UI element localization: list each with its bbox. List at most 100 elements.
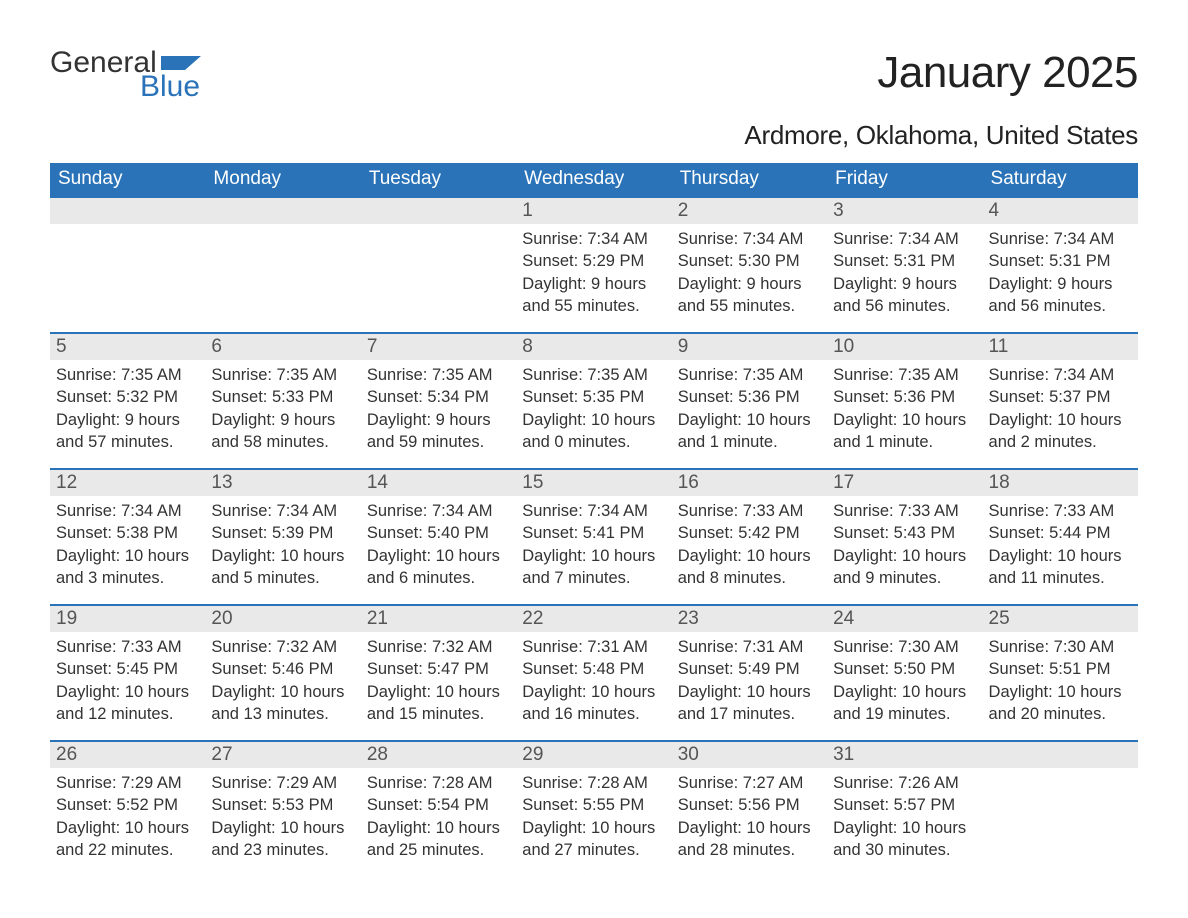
weekday-header: Sunday <box>50 163 205 196</box>
week-row: 19 Sunrise: 7:33 AMSunset: 5:45 PM Dayligh… <box>50 604 1138 740</box>
weeks-container: 1Sunrise: 7:34 AMSunset: 5:29 PMDaylight… <box>50 196 1138 876</box>
daylight-text: Daylight: 10 hours and 9 minutes. <box>833 545 976 590</box>
day-body: Sunrise: 7:35 AMSunset: 5:36 PMDaylight:… <box>672 360 827 453</box>
day-cell: 5 Sunrise: 7:35 AMSunset: 5:32 PMDaylight… <box>50 332 205 468</box>
calendar: Sunday Monday Tuesday Wednesday Thursday… <box>50 163 1138 876</box>
sunset-text: Sunset: 5:55 PM <box>522 794 665 816</box>
day-number: 16 <box>672 470 827 496</box>
day-cell <box>361 196 516 332</box>
day-body: Sunrise: 7:35 AMSunset: 5:34 PMDaylight:… <box>361 360 516 453</box>
day-number: 19 <box>50 606 205 632</box>
week-row: 12Sunrise: 7:34 AMSunset: 5:38 PMDayligh… <box>50 468 1138 604</box>
sunset-text: Sunset: 5:45 PM <box>56 658 199 680</box>
sunset-text: Sunset: 5:57 PM <box>833 794 976 816</box>
day-number: 11 <box>983 334 1138 360</box>
daylight-text: Daylight: 9 hours and 57 minutes. <box>56 409 199 454</box>
day-cell: 7Sunrise: 7:35 AMSunset: 5:34 PMDaylight… <box>361 332 516 468</box>
day-cell: 13Sunrise: 7:34 AMSunset: 5:39 PMDayligh… <box>205 468 360 604</box>
sunrise-text: Sunrise: 7:26 AM <box>833 772 976 794</box>
day-number: 8 <box>516 334 671 360</box>
daylight-text: Daylight: 10 hours and 20 minutes. <box>989 681 1132 726</box>
sunrise-text: Sunrise: 7:35 AM <box>367 364 510 386</box>
day-number <box>50 198 205 224</box>
day-body: Sunrise: 7:35 AMSunset: 5:35 PMDaylight:… <box>516 360 671 453</box>
sunset-text: Sunset: 5:35 PM <box>522 386 665 408</box>
sunset-text: Sunset: 5:31 PM <box>989 250 1132 272</box>
day-body: Sunrise: 7:32 AMSunset: 5:47 PMDaylight:… <box>361 632 516 725</box>
day-cell: 20Sunrise: 7:32 AMSunset: 5:46 PMDayligh… <box>205 604 360 740</box>
daylight-text: Daylight: 10 hours and 6 minutes. <box>367 545 510 590</box>
day-number: 6 <box>205 334 360 360</box>
sunrise-text: Sunrise: 7:33 AM <box>56 636 199 658</box>
day-cell <box>205 196 360 332</box>
day-cell: 26Sunrise: 7:29 AMSunset: 5:52 PMDayligh… <box>50 740 205 876</box>
day-cell: 25Sunrise: 7:30 AMSunset: 5:51 PMDayligh… <box>983 604 1138 740</box>
sunset-text: Sunset: 5:46 PM <box>211 658 354 680</box>
sunrise-text: Sunrise: 7:34 AM <box>989 228 1132 250</box>
weekday-header: Wednesday <box>516 163 671 196</box>
day-number: 12 <box>50 470 205 496</box>
day-cell: 8Sunrise: 7:35 AMSunset: 5:35 PMDaylight… <box>516 332 671 468</box>
day-cell: 17Sunrise: 7:33 AMSunset: 5:43 PMDayligh… <box>827 468 982 604</box>
daylight-text: Daylight: 10 hours and 3 minutes. <box>56 545 199 590</box>
sunset-text: Sunset: 5:33 PM <box>211 386 354 408</box>
sunrise-text: Sunrise: 7:28 AM <box>367 772 510 794</box>
day-body: Sunrise: 7:34 AMSunset: 5:30 PMDaylight:… <box>672 224 827 317</box>
sunrise-text: Sunrise: 7:35 AM <box>522 364 665 386</box>
sunset-text: Sunset: 5:51 PM <box>989 658 1132 680</box>
daylight-text: Daylight: 9 hours and 55 minutes. <box>678 273 821 318</box>
sunset-text: Sunset: 5:42 PM <box>678 522 821 544</box>
day-body: Sunrise: 7:34 AMSunset: 5:31 PMDaylight:… <box>983 224 1138 317</box>
day-number: 5 <box>50 334 205 360</box>
day-number: 22 <box>516 606 671 632</box>
daylight-text: Daylight: 10 hours and 28 minutes. <box>678 817 821 862</box>
day-cell: 28 Sunrise: 7:28 AMSunset: 5:54 PMDayligh… <box>361 740 516 876</box>
sunset-text: Sunset: 5:53 PM <box>211 794 354 816</box>
sunset-text: Sunset: 5:49 PM <box>678 658 821 680</box>
sunrise-text: Sunrise: 7:29 AM <box>211 772 354 794</box>
sunset-text: Sunset: 5:38 PM <box>56 522 199 544</box>
daylight-text: Daylight: 10 hours and 23 minutes. <box>211 817 354 862</box>
day-body: Sunrise: 7:30 AMSunset: 5:51 PMDaylight:… <box>983 632 1138 725</box>
sunset-text: Sunset: 5:34 PM <box>367 386 510 408</box>
day-body: Sunrise: 7:28 AMSunset: 5:55 PMDaylight:… <box>516 768 671 861</box>
day-cell: 27Sunrise: 7:29 AMSunset: 5:53 PMDayligh… <box>205 740 360 876</box>
day-number: 24 <box>827 606 982 632</box>
sunset-text: Sunset: 5:54 PM <box>367 794 510 816</box>
daylight-text: Daylight: 10 hours and 25 minutes. <box>367 817 510 862</box>
day-cell <box>983 740 1138 876</box>
daylight-text: Daylight: 10 hours and 22 minutes. <box>56 817 199 862</box>
day-cell: 16Sunrise: 7:33 AMSunset: 5:42 PMDayligh… <box>672 468 827 604</box>
day-number: 26 <box>50 742 205 768</box>
day-body: Sunrise: 7:29 AMSunset: 5:52 PMDaylight:… <box>50 768 205 861</box>
location-text: Ardmore, Oklahoma, United States <box>744 120 1138 151</box>
sunset-text: Sunset: 5:43 PM <box>833 522 976 544</box>
day-body: Sunrise: 7:31 AMSunset: 5:48 PMDaylight:… <box>516 632 671 725</box>
daylight-text: Daylight: 10 hours and 19 minutes. <box>833 681 976 726</box>
day-cell: 1Sunrise: 7:34 AMSunset: 5:29 PMDaylight… <box>516 196 671 332</box>
header: General Blue January 2025 Ardmore, Oklah… <box>50 48 1138 151</box>
daylight-text: Daylight: 9 hours and 58 minutes. <box>211 409 354 454</box>
day-number: 2 <box>672 198 827 224</box>
day-body: Sunrise: 7:27 AMSunset: 5:56 PMDaylight:… <box>672 768 827 861</box>
day-body: Sunrise: 7:34 AMSunset: 5:40 PMDaylight:… <box>361 496 516 589</box>
day-body: Sunrise: 7:34 AMSunset: 5:37 PMDaylight:… <box>983 360 1138 453</box>
day-body: Sunrise: 7:34 AMSunset: 5:29 PMDaylight:… <box>516 224 671 317</box>
day-cell: 3Sunrise: 7:34 AMSunset: 5:31 PMDaylight… <box>827 196 982 332</box>
day-number: 9 <box>672 334 827 360</box>
day-number: 17 <box>827 470 982 496</box>
sunrise-text: Sunrise: 7:32 AM <box>367 636 510 658</box>
day-cell: 4Sunrise: 7:34 AMSunset: 5:31 PMDaylight… <box>983 196 1138 332</box>
sunrise-text: Sunrise: 7:30 AM <box>989 636 1132 658</box>
weekday-header-row: Sunday Monday Tuesday Wednesday Thursday… <box>50 163 1138 196</box>
day-number: 28 <box>361 742 516 768</box>
daylight-text: Daylight: 9 hours and 59 minutes. <box>367 409 510 454</box>
sunrise-text: Sunrise: 7:35 AM <box>56 364 199 386</box>
logo-text-blue: Blue <box>140 72 200 102</box>
sunrise-text: Sunrise: 7:33 AM <box>989 500 1132 522</box>
sunset-text: Sunset: 5:32 PM <box>56 386 199 408</box>
sunset-text: Sunset: 5:50 PM <box>833 658 976 680</box>
day-body: Sunrise: 7:32 AMSunset: 5:46 PMDaylight:… <box>205 632 360 725</box>
sunrise-text: Sunrise: 7:35 AM <box>211 364 354 386</box>
sunrise-text: Sunrise: 7:28 AM <box>522 772 665 794</box>
